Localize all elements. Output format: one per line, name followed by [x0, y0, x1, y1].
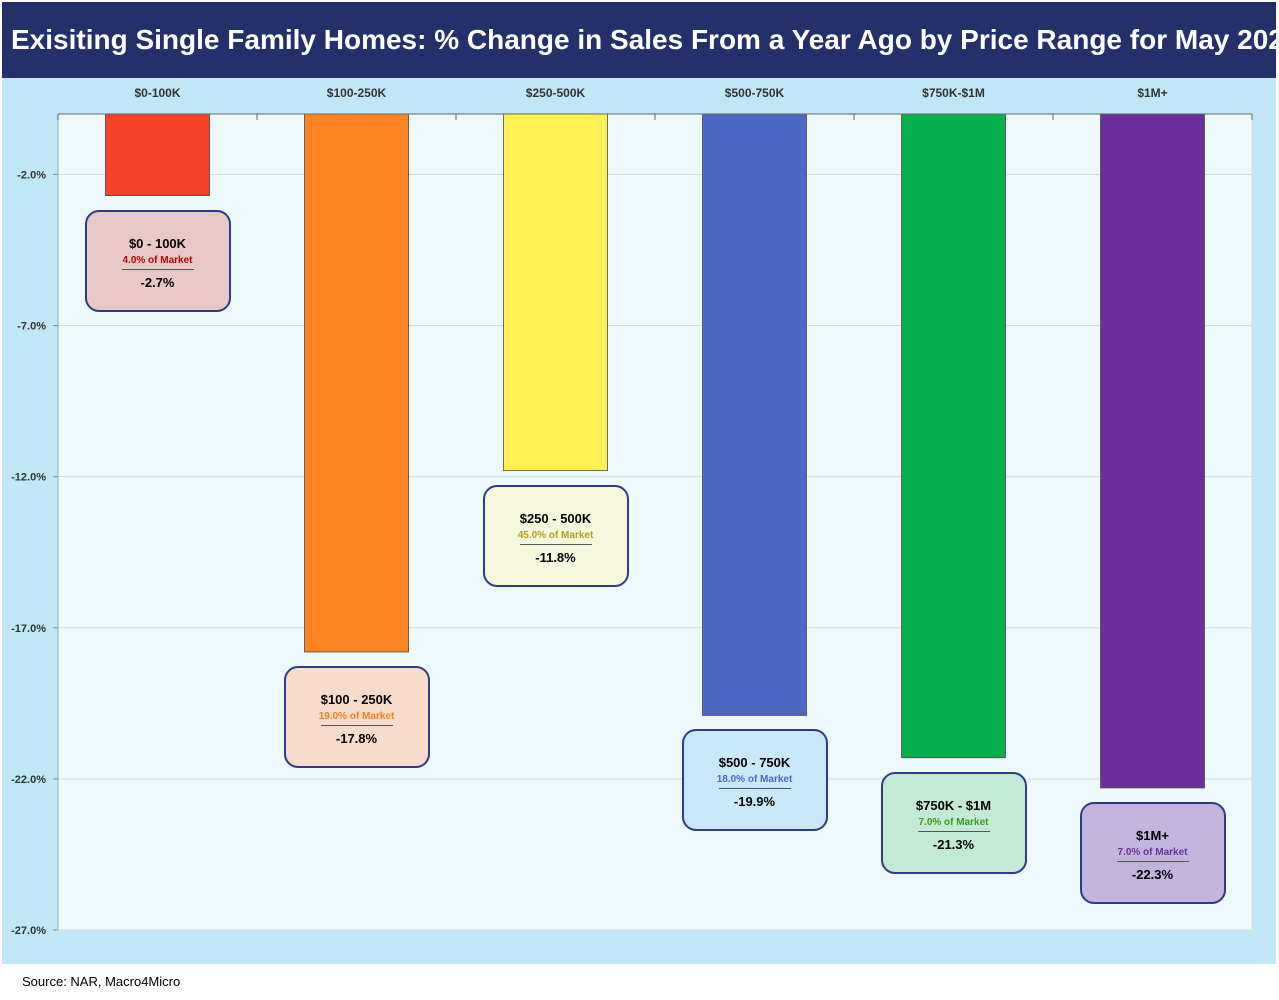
callout-value: -19.9%	[733, 794, 776, 810]
callout-market-share: 18.0% of Market	[716, 774, 793, 786]
y-tick-label: -22.0%	[11, 774, 46, 786]
callout-divider	[917, 830, 990, 832]
callout-divider	[121, 268, 194, 270]
callout-range: $250 - 500K	[519, 510, 592, 526]
x-tick-label: $750K-$1M	[922, 86, 985, 100]
source-note: Source: NAR, Macro4Micro	[22, 974, 181, 989]
callout-divider	[718, 788, 791, 790]
callout-market-share: 4.0% of Market	[122, 254, 193, 266]
callout-range: $750K - $1M	[915, 797, 992, 813]
callout-value: -2.7%	[140, 274, 175, 290]
value-callout: $100 - 250K 19.0% of Market -17.8%	[283, 665, 430, 768]
y-tick-label: -27.0%	[11, 925, 46, 937]
value-callout: $750K - $1M 7.0% of Market -21.3%	[880, 771, 1027, 874]
callout-divider	[320, 724, 393, 726]
callout-market-share: 7.0% of Market	[1117, 846, 1188, 858]
bar	[503, 113, 608, 472]
value-callout: $500 - 750K 18.0% of Market -19.9%	[681, 729, 828, 832]
callout-range: $0 - 100K	[128, 235, 187, 251]
y-tick-label: -2.0%	[17, 169, 46, 181]
bar	[1100, 113, 1205, 789]
y-tick-label: -17.0%	[11, 623, 46, 635]
value-callout: $1M+ 7.0% of Market -22.3%	[1079, 801, 1226, 904]
x-tick-label: $0-100K	[134, 86, 180, 100]
callout-divider	[1116, 860, 1189, 862]
chart-title: Exisiting Single Family Homes: % Change …	[11, 24, 1279, 55]
x-tick-label: $100-250K	[327, 86, 387, 100]
callout-range: $1M+	[1136, 827, 1169, 843]
x-tick-label: $250-500K	[526, 86, 586, 100]
callout-value: -21.3%	[932, 836, 975, 852]
bar	[702, 113, 807, 716]
bar	[105, 113, 210, 196]
x-tick-label: $500-750K	[725, 86, 785, 100]
value-callout: $0 - 100K 4.0% of Market -2.7%	[84, 209, 231, 312]
callout-value: -17.8%	[335, 730, 378, 746]
callout-range: $100 - 250K	[320, 691, 393, 707]
x-tick-label: $1M+	[1137, 86, 1167, 100]
callout-market-share: 45.0% of Market	[517, 529, 594, 541]
bar	[304, 113, 409, 653]
callout-value: -11.8%	[535, 549, 576, 565]
callout-market-share: 19.0% of Market	[318, 710, 395, 722]
title-bar: Exisiting Single Family Homes: % Change …	[2, 2, 1279, 78]
callout-market-share: 7.0% of Market	[918, 816, 989, 828]
plot-area	[58, 114, 1252, 930]
y-tick-label: -12.0%	[11, 472, 46, 484]
y-tick-label: -7.0%	[17, 321, 46, 333]
value-callout: $250 - 500K 45.0% of Market -11.8%	[482, 484, 629, 587]
callout-divider	[519, 543, 592, 545]
callout-range: $500 - 750K	[718, 755, 791, 771]
callout-value: -22.3%	[1131, 866, 1174, 882]
bar	[901, 113, 1006, 759]
